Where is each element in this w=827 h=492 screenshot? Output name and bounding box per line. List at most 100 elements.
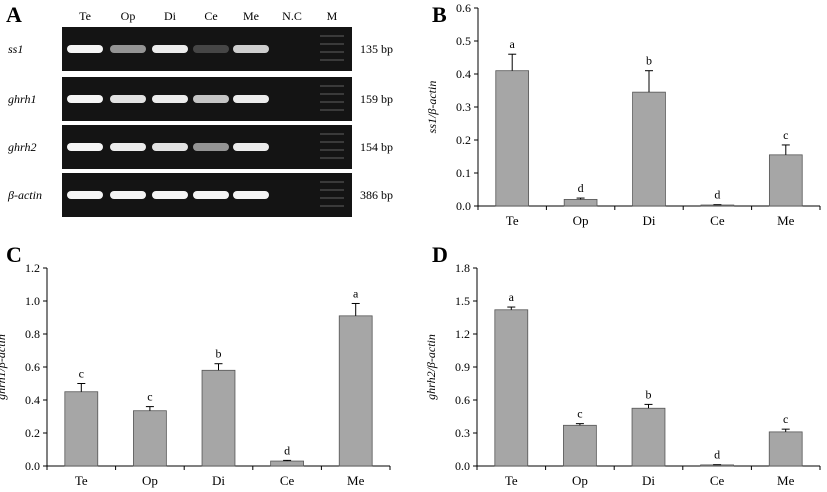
gel-lane-label: M xyxy=(327,9,338,23)
bar xyxy=(270,460,304,467)
chart-c: 0.0 0.2 0.4 0.6 0.8 1.0 1.2 ghrh1/β-actin c Te c Op… xyxy=(0,261,391,488)
significance-letter: a xyxy=(353,286,359,300)
chart-b: 0.0 0.1 0.2 0.3 0.4 0.5 0.6 ss1/β-actin a Te d Op b D… xyxy=(425,1,821,228)
bar xyxy=(64,391,99,467)
gel-band xyxy=(110,95,146,103)
gel-row: ss1 135 bp xyxy=(8,27,393,71)
gel-band xyxy=(152,143,188,151)
gel-band xyxy=(193,45,229,53)
y-tick-label: 0.6 xyxy=(25,360,40,374)
x-tick-label: Me xyxy=(777,473,795,488)
x-tick-label: Di xyxy=(643,213,656,228)
bar xyxy=(494,309,529,467)
significance-letter: d xyxy=(714,188,720,202)
gel-row: β-actin 386 bp xyxy=(7,173,393,217)
significance-letter: d xyxy=(714,448,720,462)
y-tick-label: 0.6 xyxy=(456,1,471,15)
y-tick-label: 0.0 xyxy=(25,459,40,473)
y-tick-label: 0.9 xyxy=(455,360,470,374)
gel-lane-label: Ce xyxy=(204,9,217,23)
x-tick-label: Ce xyxy=(710,213,725,228)
significance-letter: b xyxy=(646,54,652,68)
y-axis-label: ghrh1/β-actin xyxy=(0,334,8,400)
gel-ladder-band xyxy=(320,35,344,37)
gel-ladder-band xyxy=(320,93,344,95)
gel-band xyxy=(152,95,188,103)
gel-band xyxy=(233,95,269,103)
gel-band xyxy=(193,95,229,103)
gel-band xyxy=(110,191,146,199)
y-tick-label: 0.3 xyxy=(455,426,470,440)
significance-letter: c xyxy=(147,390,152,404)
y-tick-label: 0.0 xyxy=(455,459,470,473)
gel-ladder-band xyxy=(320,101,344,103)
bar xyxy=(563,424,597,467)
gel-band xyxy=(193,143,229,151)
y-tick-label: 0.2 xyxy=(25,426,40,440)
y-tick-label: 1.5 xyxy=(455,294,470,308)
x-tick-label: Ce xyxy=(280,473,295,488)
gel-band xyxy=(110,143,146,151)
gel-lane-label: Te xyxy=(79,9,91,23)
gel-ladder-band xyxy=(320,59,344,61)
gel-ladder-band xyxy=(320,189,344,191)
x-tick-label: Di xyxy=(212,473,225,488)
y-tick-label: 0.1 xyxy=(456,166,471,180)
y-tick-label: 1.8 xyxy=(455,261,470,275)
y-tick-label: 1.2 xyxy=(455,327,470,341)
significance-letter: a xyxy=(510,37,516,51)
y-tick-label: 0.8 xyxy=(25,327,40,341)
panel-letter-c: C xyxy=(6,242,22,267)
gel-lane-label: N.C xyxy=(282,9,302,23)
panel-letter-a: A xyxy=(6,2,22,27)
significance-letter: b xyxy=(646,387,652,401)
y-tick-label: 1.2 xyxy=(25,261,40,275)
gel-gene-label: ghrh1 xyxy=(8,92,36,106)
gel-ladder-band xyxy=(320,205,344,207)
gel-band xyxy=(67,191,103,199)
gel-lane-label: Di xyxy=(164,9,177,23)
panel-a-gel: A Te Op Di Ce Me N.C M ss1 135 bp ghrh1 159 bp ghr… xyxy=(6,2,393,217)
gel-gene-label: ss1 xyxy=(8,42,23,56)
gel-band xyxy=(152,191,188,199)
x-tick-label: Te xyxy=(506,213,519,228)
significance-letter: d xyxy=(284,443,290,457)
gel-row: ghrh2 154 bp xyxy=(8,125,393,169)
significance-letter: b xyxy=(216,347,222,361)
gel-ladder-band xyxy=(320,141,344,143)
gel-band xyxy=(110,45,146,53)
significance-letter: c xyxy=(577,407,582,421)
gel-size-label: 159 bp xyxy=(360,92,393,106)
significance-letter: c xyxy=(783,412,788,426)
panel-letter-d: D xyxy=(432,242,448,267)
x-tick-label: Op xyxy=(573,213,589,228)
chart-d: 0.0 0.3 0.6 0.9 1.2 1.5 1.8 ghrh2/β-actin a Te c Op… xyxy=(424,261,821,488)
y-tick-label: 0.4 xyxy=(456,67,471,81)
gel-ladder-band xyxy=(320,43,344,45)
x-tick-label: Ce xyxy=(710,473,725,488)
gel-size-label: 135 bp xyxy=(360,42,393,56)
panel-letter-b: B xyxy=(432,2,447,27)
gel-ladder-band xyxy=(320,157,344,159)
bar xyxy=(201,369,236,467)
gel-ladder-band xyxy=(320,197,344,199)
bar xyxy=(133,410,167,467)
y-axis-label: ss1/β-actin xyxy=(425,81,439,134)
gel-gene-label: β-actin xyxy=(7,188,42,202)
gel-lane-label: Me xyxy=(243,9,259,23)
gel-band xyxy=(152,45,188,53)
gel-size-label: 154 bp xyxy=(360,140,393,154)
x-tick-label: Me xyxy=(777,213,795,228)
y-tick-label: 0.0 xyxy=(456,199,471,213)
bar xyxy=(495,70,530,207)
gel-lane-label: Op xyxy=(121,9,136,23)
significance-letter: c xyxy=(783,128,788,142)
significance-letter: d xyxy=(578,181,584,195)
gel-band xyxy=(233,143,269,151)
x-tick-label: Te xyxy=(75,473,88,488)
x-tick-label: Me xyxy=(347,473,365,488)
y-tick-label: 0.5 xyxy=(456,34,471,48)
gel-gene-label: ghrh2 xyxy=(8,140,36,154)
significance-letter: c xyxy=(79,367,84,381)
